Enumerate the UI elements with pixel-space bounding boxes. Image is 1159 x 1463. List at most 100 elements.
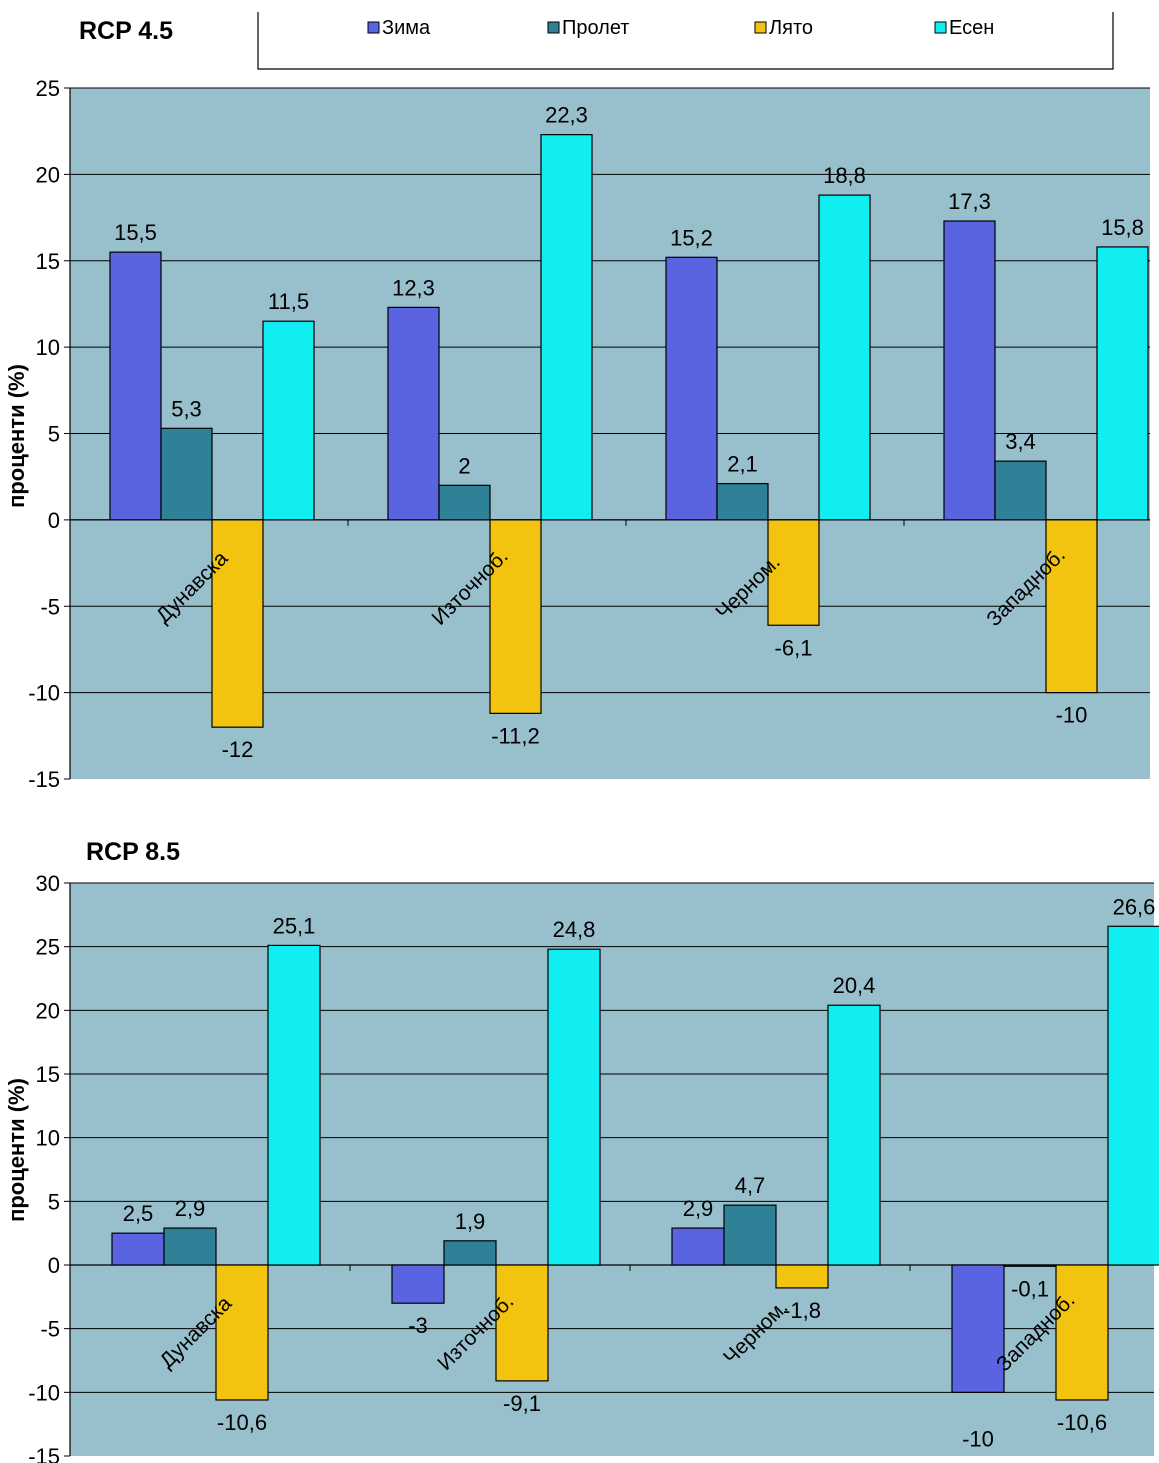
data-label: 3,4 — [1005, 429, 1036, 454]
bar-Зима-2 — [391, 1264, 445, 1304]
y-tick-label: 0 — [48, 508, 60, 533]
data-label: 18,8 — [823, 163, 866, 188]
legend-frame — [257, 12, 1114, 70]
bar-Есен-4 — [1107, 925, 1159, 1266]
legend-swatch-4 — [934, 21, 947, 34]
y-tick-label: 5 — [48, 422, 60, 447]
data-label: 2,5 — [123, 1201, 154, 1226]
bar-Лято-2 — [489, 519, 542, 714]
data-label: 15,8 — [1101, 215, 1144, 240]
bar-Зима-1 — [109, 251, 162, 521]
bar-Лято-4 — [1045, 519, 1098, 694]
bar-Пролет-3 — [723, 1204, 777, 1266]
bar-Есен-4 — [1096, 246, 1149, 521]
data-label: 24,8 — [553, 917, 596, 942]
bar-Зима-1 — [111, 1232, 165, 1266]
bar-Лято-3 — [767, 519, 820, 626]
data-label: -9,1 — [503, 1391, 541, 1416]
bar-Лято-2 — [495, 1264, 549, 1382]
bar-Лято-1 — [215, 1264, 269, 1401]
bar-Есен-1 — [267, 944, 321, 1266]
chart-2-title: RCP 8.5 — [86, 838, 180, 866]
bar-Есен-2 — [540, 134, 593, 521]
data-label: -6,1 — [775, 635, 813, 660]
y-tick-label: 10 — [36, 335, 60, 360]
chart-1-ylabel: проценти (%) — [4, 364, 29, 508]
data-label: -1,8 — [783, 1298, 821, 1323]
y-tick-label: 20 — [36, 162, 60, 187]
chart-2-ylabel: проценти (%) — [4, 1078, 29, 1222]
data-label: -0,1 — [1011, 1276, 1049, 1301]
y-tick-label: -10 — [28, 681, 60, 706]
data-label: 4,7 — [735, 1173, 766, 1198]
data-label: 15,5 — [114, 220, 157, 245]
y-tick-label: 0 — [48, 1253, 60, 1278]
y-tick-label: 10 — [36, 1126, 60, 1151]
y-tick-label: 5 — [48, 1189, 60, 1214]
bar-Зима-4 — [951, 1264, 1005, 1393]
chart-1-title: RCP 4.5 — [79, 17, 173, 45]
data-label: 2,9 — [683, 1196, 714, 1221]
data-label: 2 — [458, 453, 470, 478]
data-label: 15,2 — [670, 225, 713, 250]
legend-label-2: Пролет — [562, 17, 629, 39]
data-label: 5,3 — [171, 396, 202, 421]
data-label: 1,9 — [455, 1209, 486, 1234]
y-tick-label: -10 — [28, 1380, 60, 1405]
y-tick-label: -5 — [40, 594, 60, 619]
bar-Лято-4 — [1055, 1264, 1109, 1401]
y-tick-label: 15 — [36, 1062, 60, 1087]
data-label: 2,1 — [727, 452, 758, 477]
bar-Зима-4 — [943, 220, 996, 521]
bar-Есен-3 — [827, 1004, 881, 1266]
data-label: -10,6 — [1057, 1410, 1107, 1435]
legend-label-3: Лято — [769, 17, 813, 39]
data-label: 12,3 — [392, 275, 435, 300]
legend-label-1: Зима — [382, 17, 431, 39]
bar-Зима-3 — [671, 1227, 725, 1266]
data-label: 25,1 — [273, 913, 316, 938]
bar-Лято-1 — [211, 519, 264, 728]
bar-Пролет-2 — [443, 1240, 497, 1266]
data-label: 11,5 — [268, 289, 309, 314]
bar-Пролет-4 — [1003, 1264, 1057, 1267]
bar-Зима-3 — [665, 256, 718, 521]
y-tick-label: -15 — [28, 1444, 60, 1463]
legend-label-4: Есен — [949, 17, 994, 39]
chart-2: -15 -10 -5 0 5 10 15 20 25 30 2,5 -3 2,9 -10 2,9 1,9 4,7… — [28, 871, 1159, 1463]
y-tick-label: 15 — [36, 249, 60, 274]
y-tick-label: 20 — [36, 998, 60, 1023]
legend-swatch-1 — [367, 21, 380, 34]
y-tick-label: -5 — [40, 1317, 60, 1342]
data-label: -3 — [408, 1313, 428, 1338]
bar-Лято-3 — [775, 1264, 829, 1289]
data-label: -10,6 — [217, 1410, 267, 1435]
bar-Есен-3 — [818, 194, 871, 521]
y-tick-label: 30 — [36, 871, 60, 896]
data-label: -11,2 — [491, 723, 540, 748]
bar-Пролет-1 — [160, 427, 213, 521]
bar-Пролет-2 — [438, 484, 491, 521]
data-label: 26,6 — [1113, 894, 1156, 919]
data-label: 20,4 — [833, 973, 876, 998]
y-tick-label: 25 — [36, 935, 60, 960]
data-label: -10 — [962, 1426, 994, 1451]
legend-swatch-3 — [754, 21, 767, 34]
bar-Есен-1 — [262, 320, 315, 521]
bar-Зима-2 — [387, 306, 440, 521]
data-label: 22,3 — [545, 103, 588, 128]
y-tick-label: 25 — [36, 76, 60, 101]
bar-Пролет-4 — [994, 460, 1047, 521]
bar-Есен-2 — [547, 948, 601, 1266]
data-label: -12 — [222, 737, 254, 762]
data-label: -10 — [1056, 703, 1088, 728]
legend: Зима Пролет Лято Есен — [257, 12, 1114, 70]
legend-swatch-2 — [547, 21, 560, 34]
bar-Пролет-1 — [163, 1227, 217, 1266]
data-label: 17,3 — [948, 189, 991, 214]
bar-Пролет-3 — [716, 482, 769, 521]
data-label: 2,9 — [175, 1196, 206, 1221]
